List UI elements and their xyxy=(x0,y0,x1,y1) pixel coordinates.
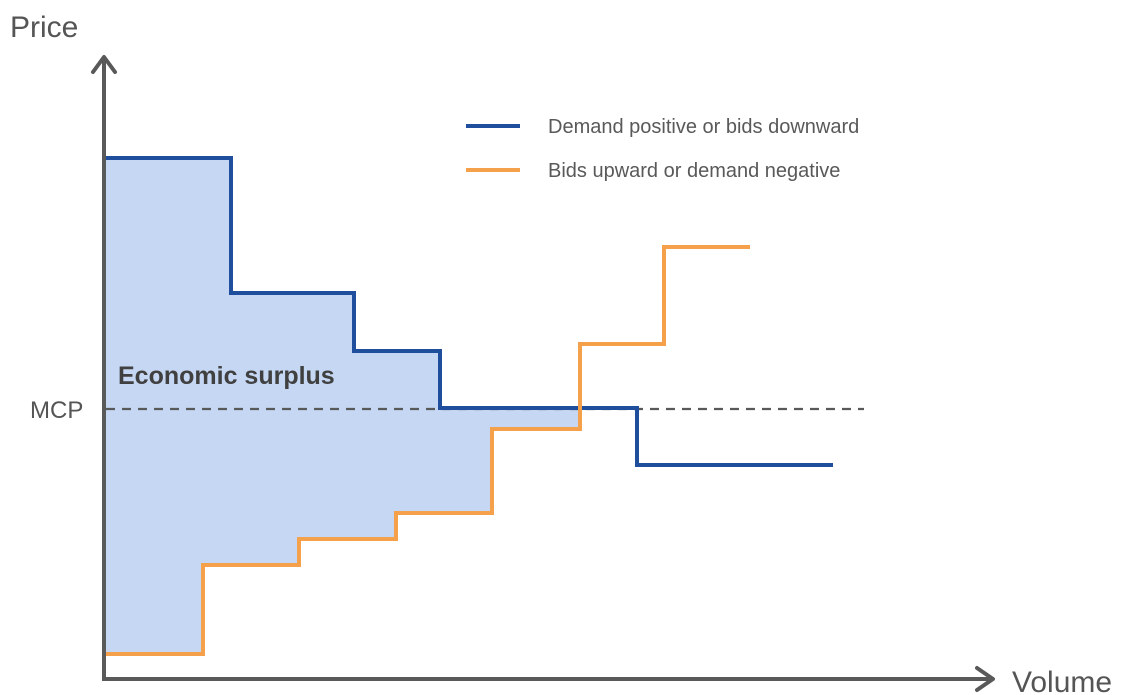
x-axis-label: Volume xyxy=(1012,666,1112,695)
y-axis-arrowhead xyxy=(91,55,117,74)
y-axis-label: Price xyxy=(10,11,78,44)
x-axis-arrowhead xyxy=(975,666,995,692)
supply-step-curve xyxy=(106,245,750,656)
economic-surplus-area xyxy=(106,158,580,654)
legend: Demand positive or bids downward Bids up… xyxy=(466,116,859,182)
legend-label-demand: Demand positive or bids downward xyxy=(548,116,859,138)
mcp-label: MCP xyxy=(30,397,83,424)
demand-step-curve xyxy=(106,156,833,467)
economic-surplus-label: Economic surplus xyxy=(118,362,335,390)
legend-label-supply: Bids upward or demand negative xyxy=(548,160,840,182)
